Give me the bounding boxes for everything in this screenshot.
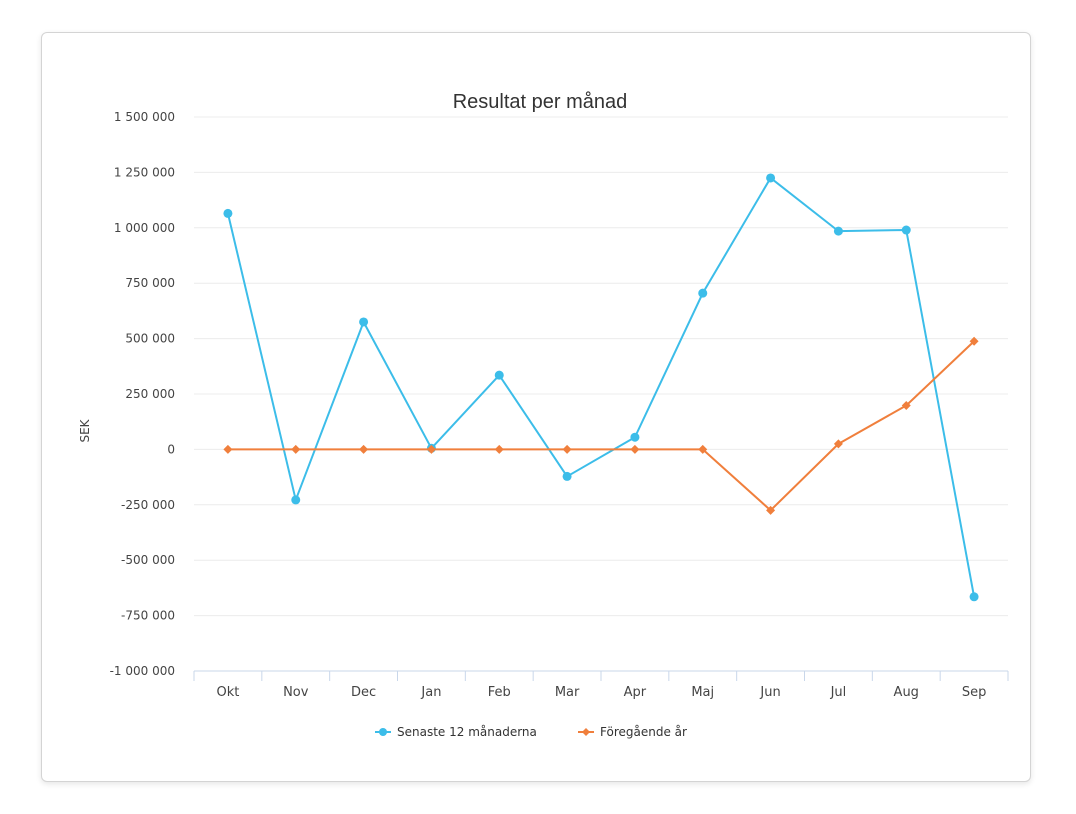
data-point [833,439,843,449]
series-2 [223,336,979,515]
y-tick-label: 0 [167,442,175,456]
legend-label: Senaste 12 månaderna [397,725,537,739]
series-layer [223,173,979,602]
data-point [833,226,843,236]
chart-card: Resultat per månad 1 500 000 1 250 000 1 0… [41,32,1031,782]
y-tick-label: 1 250 000 [114,165,175,179]
y-tick-label: 1 000 000 [114,221,175,235]
data-point [494,444,504,454]
x-tick-label: Feb [488,685,511,700]
data-point [426,444,436,454]
data-point [969,336,979,346]
x-tick-label: Mar [555,685,580,700]
y-tick-label: -500 000 [121,553,175,567]
line-chart: Resultat per månad 1 500 000 1 250 000 1 0… [78,91,1009,739]
legend-item-1: Senaste 12 månaderna [375,725,537,739]
x-tick-label: Sep [962,685,987,700]
x-tick-label: Aug [894,685,919,700]
chart-title: Resultat per månad [453,91,628,113]
legend-marker [582,728,590,736]
data-point [698,288,708,298]
x-tick-label: Nov [283,685,309,700]
data-point [494,370,504,380]
x-tick-label: Okt [216,685,239,700]
y-tick-label: 1 500 000 [114,110,175,124]
data-point [901,225,911,235]
data-point [291,444,301,454]
y-tick-label: 500 000 [125,332,175,346]
x-tick-label: Jul [830,685,847,700]
x-tick-label: Dec [351,685,376,700]
y-tick-label: 750 000 [125,276,175,290]
data-point [562,471,572,481]
data-point [359,444,369,454]
y-axis: 1 500 000 1 250 000 1 000 000 750 000 500 00… [110,110,175,678]
data-point [901,401,911,411]
x-tick-label: Apr [624,685,647,700]
data-point [766,505,776,515]
x-tick-label: Maj [691,685,714,700]
legend-item-2: Föregående år [578,725,687,739]
data-point [630,444,640,454]
y-tick-label: -1 000 000 [110,664,175,678]
data-point [223,208,233,218]
x-axis: Okt Nov Dec Jan Feb Mar Apr Maj Jun Jul Aug Sep [193,670,1009,700]
data-point [291,495,301,505]
series-line [226,176,976,597]
data-point [223,444,233,454]
legend-label: Föregående år [600,725,687,739]
grid-layer [194,116,1008,617]
y-axis-title: SEK [78,418,92,442]
data-point [562,444,572,454]
y-tick-label: 250 000 [125,387,175,401]
legend-marker [379,728,387,736]
data-point [630,432,640,442]
legend: Senaste 12 månaderna Föregående år [375,725,687,739]
data-point [766,173,776,183]
series-1 [223,173,979,602]
y-tick-label: -750 000 [121,609,175,623]
y-tick-label: -250 000 [121,498,175,512]
data-point [969,592,979,602]
x-tick-label: Jan [420,685,441,700]
data-point [359,317,369,327]
series-line [227,340,975,512]
data-point [698,444,708,454]
x-tick-label: Jun [759,685,780,700]
